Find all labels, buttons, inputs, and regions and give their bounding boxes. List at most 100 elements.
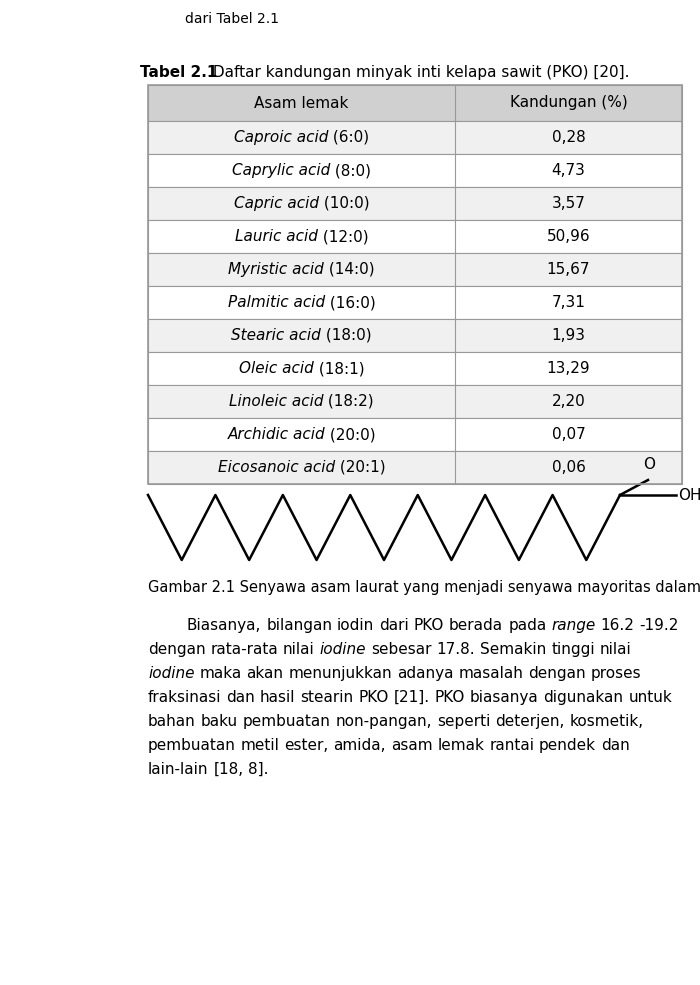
Bar xyxy=(148,121,682,154)
Text: (10:0): (10:0) xyxy=(318,196,370,211)
Text: Capric acid: Capric acid xyxy=(234,196,318,211)
Text: (8:0): (8:0) xyxy=(330,163,371,178)
Text: masalah: masalah xyxy=(458,666,523,681)
Text: PKO: PKO xyxy=(414,618,444,633)
Text: PKO: PKO xyxy=(435,690,465,705)
Text: 1,93: 1,93 xyxy=(552,328,585,343)
Text: Stearic acid: Stearic acid xyxy=(231,328,321,343)
Text: 13,29: 13,29 xyxy=(547,361,590,376)
Bar xyxy=(148,85,682,484)
Text: asam: asam xyxy=(391,738,433,753)
Text: Biasanya,: Biasanya, xyxy=(187,618,261,633)
Text: [18,: [18, xyxy=(214,762,244,777)
Text: ester,: ester, xyxy=(284,738,329,753)
Text: 8].: 8]. xyxy=(248,762,269,777)
Bar xyxy=(148,451,682,484)
Text: hasil: hasil xyxy=(260,690,295,705)
Bar xyxy=(148,187,682,220)
Text: 3,57: 3,57 xyxy=(552,196,585,211)
Text: tinggi: tinggi xyxy=(551,642,595,657)
Text: Semakin: Semakin xyxy=(480,642,546,657)
Bar xyxy=(148,352,682,385)
Text: iodine: iodine xyxy=(148,666,195,681)
Text: 2,20: 2,20 xyxy=(552,394,585,409)
Text: rata-rata: rata-rata xyxy=(211,642,279,657)
Bar xyxy=(148,154,682,187)
Text: dengan: dengan xyxy=(528,666,586,681)
Text: 0,06: 0,06 xyxy=(552,460,585,475)
Text: 0,07: 0,07 xyxy=(552,427,585,442)
Text: 7,31: 7,31 xyxy=(552,295,585,310)
Text: [21].: [21]. xyxy=(393,690,430,705)
Text: berada: berada xyxy=(449,618,503,633)
Text: OH: OH xyxy=(678,488,700,502)
Text: dari Tabel 2.1: dari Tabel 2.1 xyxy=(185,12,279,26)
Text: Eicosanoic acid: Eicosanoic acid xyxy=(218,460,335,475)
Text: Oleic acid: Oleic acid xyxy=(239,361,314,376)
Text: adanya: adanya xyxy=(397,666,454,681)
Text: Myristic acid: Myristic acid xyxy=(228,262,324,277)
Text: menunjukkan: menunjukkan xyxy=(288,666,392,681)
Text: lain-lain: lain-lain xyxy=(148,762,209,777)
Text: deterjen,: deterjen, xyxy=(495,714,564,729)
Bar xyxy=(148,286,682,319)
Bar xyxy=(148,253,682,286)
Text: pembuatan: pembuatan xyxy=(148,738,236,753)
Text: (20:0): (20:0) xyxy=(325,427,376,442)
Text: range: range xyxy=(552,618,596,633)
Text: Gambar 2.1 Senyawa asam laurat yang menjadi senyawa mayoritas dalam PKO: Gambar 2.1 Senyawa asam laurat yang menj… xyxy=(148,580,700,595)
Text: 15,67: 15,67 xyxy=(547,262,590,277)
Text: baku: baku xyxy=(201,714,238,729)
Text: stearin: stearin xyxy=(300,690,354,705)
Text: maka: maka xyxy=(199,666,241,681)
Text: Lauric acid: Lauric acid xyxy=(234,229,318,244)
Text: 0,28: 0,28 xyxy=(552,130,585,145)
Text: Palmitic acid: Palmitic acid xyxy=(228,295,325,310)
Text: seperti: seperti xyxy=(437,714,490,729)
Text: (6:0): (6:0) xyxy=(328,130,370,145)
Bar xyxy=(148,418,682,451)
Text: pendek: pendek xyxy=(539,738,596,753)
Text: dan: dan xyxy=(601,738,630,753)
Text: pada: pada xyxy=(508,618,547,633)
Text: (14:0): (14:0) xyxy=(324,262,374,277)
Text: fraksinasi: fraksinasi xyxy=(148,690,221,705)
Text: sebesar: sebesar xyxy=(371,642,432,657)
Text: Daftar kandungan minyak inti kelapa sawit (PKO) [20].: Daftar kandungan minyak inti kelapa sawi… xyxy=(208,65,629,80)
Text: 4,73: 4,73 xyxy=(552,163,585,178)
Text: proses: proses xyxy=(591,666,641,681)
Text: bahan: bahan xyxy=(148,714,196,729)
Bar xyxy=(148,85,682,121)
Text: Caprylic acid: Caprylic acid xyxy=(232,163,330,178)
Text: biasanya: biasanya xyxy=(470,690,538,705)
Text: 50,96: 50,96 xyxy=(547,229,590,244)
Text: akan: akan xyxy=(246,666,284,681)
Text: dengan: dengan xyxy=(148,642,206,657)
Text: Linoleic acid: Linoleic acid xyxy=(229,394,323,409)
Bar xyxy=(148,220,682,253)
Text: kosmetik,: kosmetik, xyxy=(569,714,643,729)
Text: (16:0): (16:0) xyxy=(325,295,375,310)
Text: (18:2): (18:2) xyxy=(323,394,374,409)
Text: metil: metil xyxy=(241,738,279,753)
Text: 17.8.: 17.8. xyxy=(437,642,475,657)
Text: non-pangan,: non-pangan, xyxy=(335,714,432,729)
Bar xyxy=(148,319,682,352)
Text: Tabel 2.1: Tabel 2.1 xyxy=(140,65,218,80)
Text: dari: dari xyxy=(379,618,409,633)
Text: (20:1): (20:1) xyxy=(335,460,386,475)
Text: (18:0): (18:0) xyxy=(321,328,372,343)
Text: Caproic acid: Caproic acid xyxy=(234,130,328,145)
Text: nilai: nilai xyxy=(283,642,315,657)
Text: Asam lemak: Asam lemak xyxy=(254,96,349,110)
Text: -19.2: -19.2 xyxy=(639,618,678,633)
Text: nilai: nilai xyxy=(600,642,631,657)
Text: 16.2: 16.2 xyxy=(601,618,634,633)
Text: pembuatan: pembuatan xyxy=(243,714,330,729)
Text: (18:1): (18:1) xyxy=(314,361,364,376)
Text: O: O xyxy=(643,457,655,472)
Text: Archidic acid: Archidic acid xyxy=(228,427,325,442)
Text: bilangan: bilangan xyxy=(266,618,332,633)
Text: rantai: rantai xyxy=(489,738,534,753)
Text: digunakan: digunakan xyxy=(543,690,624,705)
